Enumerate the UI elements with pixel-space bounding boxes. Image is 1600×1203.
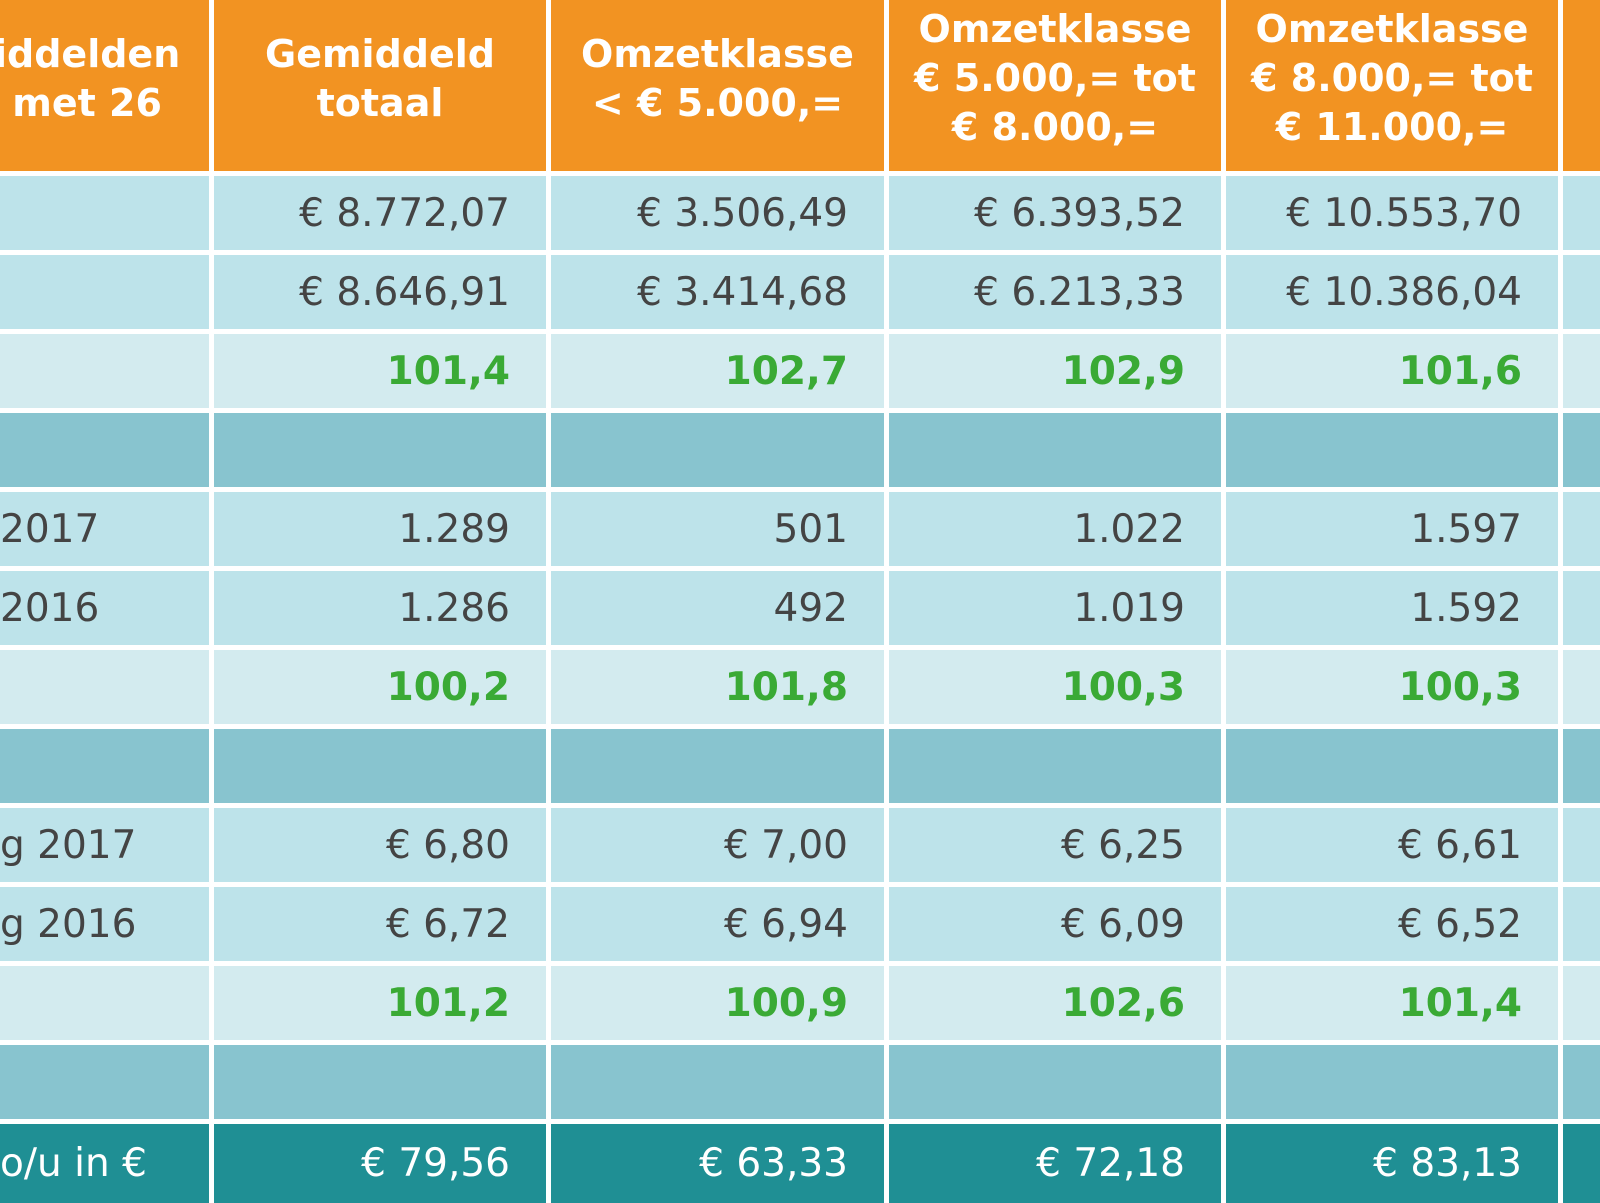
value-cell: 492 bbox=[551, 571, 889, 650]
value-cell bbox=[889, 1045, 1226, 1124]
truncated-cell bbox=[1563, 966, 1600, 1045]
truncated-cell bbox=[1563, 650, 1600, 729]
value-cell bbox=[551, 413, 889, 492]
value-cell: € 6,52 bbox=[1226, 887, 1563, 966]
truncated-cell bbox=[1563, 492, 1600, 571]
truncated-cell bbox=[1563, 571, 1600, 650]
truncated-cell bbox=[1563, 413, 1600, 492]
index-cell: 100,9 bbox=[551, 966, 889, 1045]
column-header-text: Omzetklasse < € 5.000,= bbox=[581, 31, 854, 125]
value-cell: € 72,18 bbox=[889, 1124, 1226, 1203]
value-cell: € 3.414,68 bbox=[551, 255, 889, 334]
truncated-cell bbox=[1563, 1045, 1600, 1124]
value-cell: € 8.772,07 bbox=[214, 176, 551, 255]
row-label: 2017 bbox=[0, 492, 214, 571]
value-cell: € 3.506,49 bbox=[551, 176, 889, 255]
value-cell: € 6,72 bbox=[214, 887, 551, 966]
value-cell bbox=[889, 729, 1226, 808]
row-label: g 2017 bbox=[0, 808, 214, 887]
column-header-text: Omzetklasse € 5.000,= tot € 8.000,= bbox=[914, 7, 1196, 149]
row-label: g 2016 bbox=[0, 887, 214, 966]
truncated-cell bbox=[1563, 729, 1600, 808]
index-cell: 100,2 bbox=[214, 650, 551, 729]
value-cell bbox=[889, 413, 1226, 492]
value-cell: 1.592 bbox=[1226, 571, 1563, 650]
row-label bbox=[0, 255, 214, 334]
value-cell: € 7,00 bbox=[551, 808, 889, 887]
value-cell: € 6,80 bbox=[214, 808, 551, 887]
index-cell: 100,3 bbox=[889, 650, 1226, 729]
value-cell bbox=[551, 1045, 889, 1124]
value-cell: € 79,56 bbox=[214, 1124, 551, 1203]
row-label bbox=[0, 413, 214, 492]
column-header-text: iddelden met 26 bbox=[0, 31, 181, 125]
value-cell: € 6.393,52 bbox=[889, 176, 1226, 255]
value-cell: € 6.213,33 bbox=[889, 255, 1226, 334]
value-cell: € 63,33 bbox=[551, 1124, 889, 1203]
row-label bbox=[0, 176, 214, 255]
column-header: Gemiddeld totaal bbox=[214, 0, 551, 176]
column-header: Omzetklasse € 8.000,= tot € 11.000,= bbox=[1226, 0, 1563, 176]
value-cell: € 6,25 bbox=[889, 808, 1226, 887]
value-cell: € 10.553,70 bbox=[1226, 176, 1563, 255]
index-cell: 101,6 bbox=[1226, 334, 1563, 413]
value-cell: 1.597 bbox=[1226, 492, 1563, 571]
value-cell bbox=[214, 413, 551, 492]
truncated-cell bbox=[1563, 1124, 1600, 1203]
value-cell bbox=[1226, 729, 1563, 808]
index-cell: 101,4 bbox=[1226, 966, 1563, 1045]
row-label: o/u in € bbox=[0, 1124, 214, 1203]
column-header: Omzetklasse < € 5.000,= bbox=[551, 0, 889, 176]
truncated-cell bbox=[1563, 255, 1600, 334]
index-cell: 102,7 bbox=[551, 334, 889, 413]
column-header-text: Gemiddeld totaal bbox=[265, 31, 495, 125]
index-cell: 101,8 bbox=[551, 650, 889, 729]
column-header-text: Omzetklasse € 8.000,= tot € 11.000,= bbox=[1251, 7, 1533, 149]
truncated-cell bbox=[1563, 808, 1600, 887]
value-cell: 1.019 bbox=[889, 571, 1226, 650]
value-cell: € 6,94 bbox=[551, 887, 889, 966]
value-cell bbox=[551, 729, 889, 808]
value-cell: € 6,09 bbox=[889, 887, 1226, 966]
value-cell: € 6,61 bbox=[1226, 808, 1563, 887]
row-label bbox=[0, 334, 214, 413]
value-cell: € 10.386,04 bbox=[1226, 255, 1563, 334]
index-cell: 100,3 bbox=[1226, 650, 1563, 729]
row-label bbox=[0, 966, 214, 1045]
row-label bbox=[0, 1045, 214, 1124]
row-label bbox=[0, 650, 214, 729]
value-cell bbox=[1226, 1045, 1563, 1124]
value-cell: 1.286 bbox=[214, 571, 551, 650]
index-cell: 102,6 bbox=[889, 966, 1226, 1045]
value-cell: 1.289 bbox=[214, 492, 551, 571]
value-cell: 501 bbox=[551, 492, 889, 571]
value-cell: € 83,13 bbox=[1226, 1124, 1563, 1203]
value-cell bbox=[214, 729, 551, 808]
index-cell: 102,9 bbox=[889, 334, 1226, 413]
truncated-cell bbox=[1563, 887, 1600, 966]
index-cell: 101,4 bbox=[214, 334, 551, 413]
column-header: Omzetklasse € 5.000,= tot € 8.000,= bbox=[889, 0, 1226, 176]
truncated-cell bbox=[1563, 334, 1600, 413]
truncated-cell bbox=[1563, 176, 1600, 255]
row-label bbox=[0, 729, 214, 808]
value-cell: € 8.646,91 bbox=[214, 255, 551, 334]
column-header bbox=[1563, 0, 1600, 176]
value-cell bbox=[1226, 413, 1563, 492]
value-cell bbox=[214, 1045, 551, 1124]
index-cell: 101,2 bbox=[214, 966, 551, 1045]
column-header: iddelden met 26 bbox=[0, 0, 214, 176]
value-cell: 1.022 bbox=[889, 492, 1226, 571]
row-label: 2016 bbox=[0, 571, 214, 650]
